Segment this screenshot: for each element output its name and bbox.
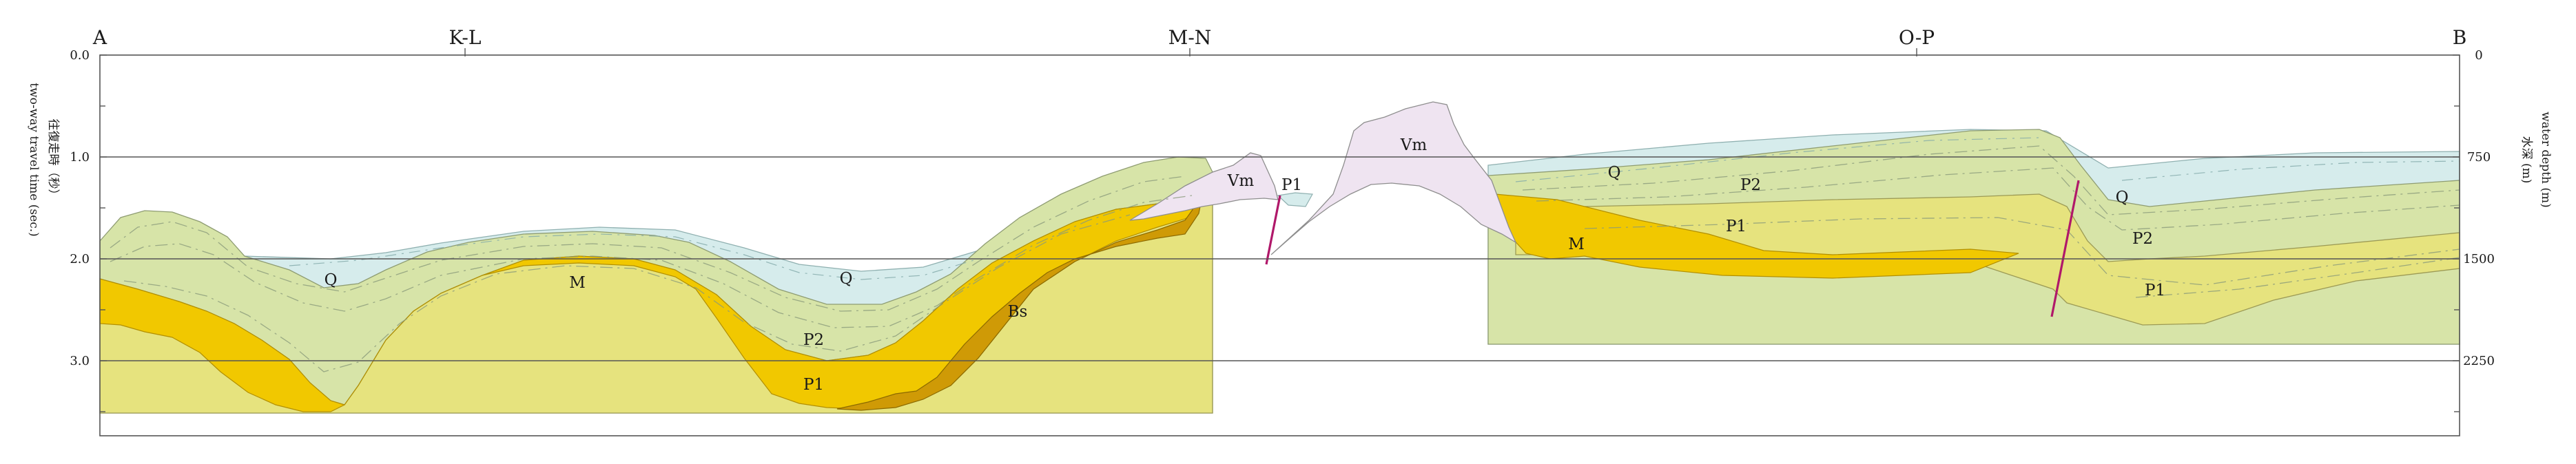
station-label-m-n: M-N xyxy=(1168,26,1212,49)
right-tick-label: 2250 xyxy=(2463,354,2495,368)
right-axis-tick-labels: 0 750 1500 2250 xyxy=(2463,48,2495,368)
unit-label-q: Q xyxy=(1608,164,1621,182)
station-label-k-l: K-L xyxy=(449,26,482,49)
internal-reflectors xyxy=(110,137,2460,372)
faults xyxy=(1265,180,2080,317)
left-tick-label: 1.0 xyxy=(70,150,90,165)
fault-line-east xyxy=(2050,180,2080,317)
unit-labels: Q M Q P2 P1 Bs Vm P1 Vm Q P2 P1 M Q P2 P… xyxy=(324,136,2165,394)
unit-label-vm: Vm xyxy=(1227,172,1255,190)
unit-label-p1: P1 xyxy=(1726,218,1746,235)
unit-vm-fill-east xyxy=(1270,101,1517,255)
right-tick-label: 750 xyxy=(2467,150,2491,165)
left-axis-tick-labels: 0.0 1.0 2.0 3.0 xyxy=(70,48,90,368)
unit-label-q: Q xyxy=(2116,189,2129,207)
left-tick-label: 3.0 xyxy=(70,354,90,368)
station-label-o-p: O-P xyxy=(1899,26,1935,49)
unit-label-m: M xyxy=(1568,235,1585,253)
unit-label-q: Q xyxy=(324,271,338,289)
unit-label-p2: P2 xyxy=(803,331,824,349)
left-axis-title: two-way travel time (sec.) 往復走時（秒） xyxy=(27,83,60,236)
unit-p1-fill-central xyxy=(1277,192,1313,207)
axes-frame xyxy=(99,48,2460,436)
left-axis-label-en: two-way travel time (sec.) xyxy=(27,83,41,236)
unit-label-p1: P1 xyxy=(2145,282,2165,299)
plot-frame xyxy=(99,54,2460,436)
unit-label-m: M xyxy=(569,274,586,292)
right-tick-label: 0 xyxy=(2475,48,2482,63)
unit-label-p1: P1 xyxy=(803,376,824,394)
unit-label-p2: P2 xyxy=(1740,176,1761,194)
fault-line-central xyxy=(1265,195,1281,265)
unit-label-vm: Vm xyxy=(1400,136,1428,154)
right-axis-title: 水深 (m) water depth (m) xyxy=(2520,112,2553,208)
station-label-b: B xyxy=(2453,26,2467,49)
right-tick-label: 1500 xyxy=(2463,252,2495,266)
unit-m-fill-east xyxy=(1494,193,2019,279)
strata xyxy=(99,101,2460,414)
right-axis-label-en: water depth (m) xyxy=(2539,112,2553,208)
unit-label-p1: P1 xyxy=(1281,176,1302,194)
unit-label-q: Q xyxy=(840,270,853,288)
right-axis-label-cjk: 水深 (m) xyxy=(2520,136,2533,184)
left-tick-label: 0.0 xyxy=(70,48,90,63)
unit-label-p2: P2 xyxy=(2132,230,2153,248)
unit-label-bs: Bs xyxy=(1008,303,1028,321)
unit-bs-fill xyxy=(836,196,1203,411)
unit-m-fill xyxy=(99,191,1203,412)
unit-vm-fill-west xyxy=(1129,152,1279,221)
station-label-a: A xyxy=(92,26,107,49)
left-axis-label-cjk: 往復走時（秒） xyxy=(46,119,60,201)
left-tick-label: 2.0 xyxy=(70,252,90,266)
station-labels: A K-L M-N O-P B xyxy=(92,26,2466,49)
